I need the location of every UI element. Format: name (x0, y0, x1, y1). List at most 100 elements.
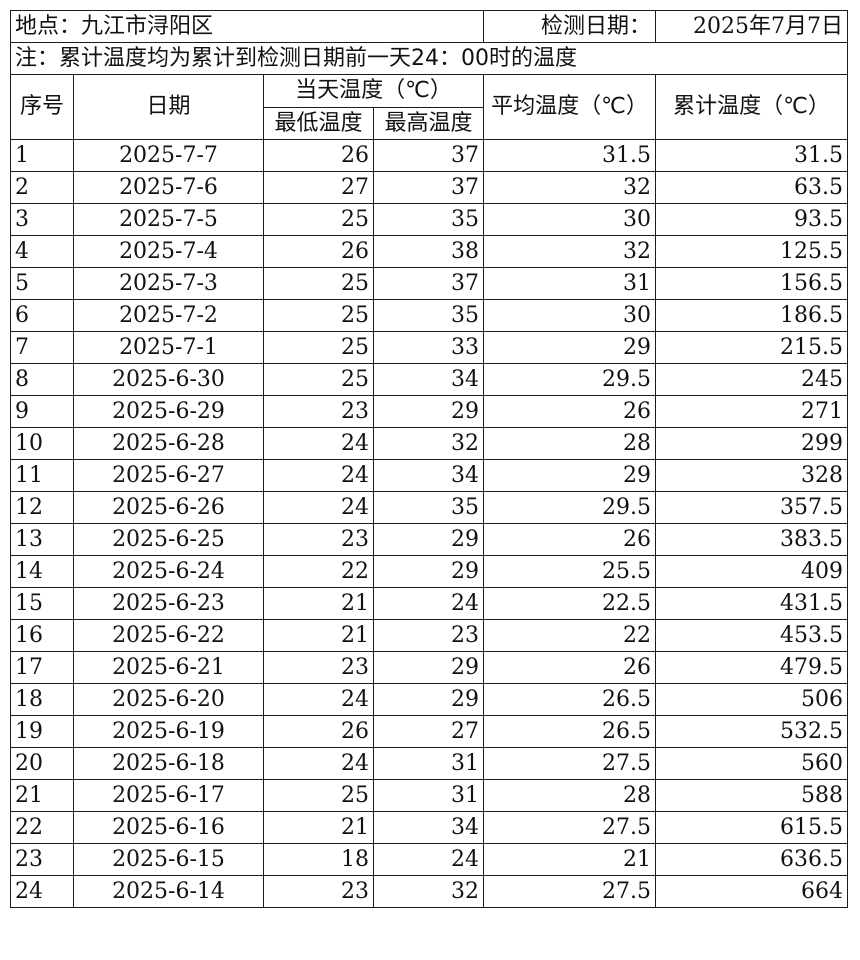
max-temp-cell[interactable]: 32 (373, 875, 484, 908)
cum-temp-cell[interactable]: 125.5 (655, 235, 848, 268)
min-temp-cell[interactable]: 24 (263, 459, 374, 492)
min-temp-cell[interactable]: 23 (263, 651, 374, 684)
avg-temp-cell[interactable]: 32 (483, 171, 656, 204)
min-temp-cell[interactable]: 25 (263, 203, 374, 236)
max-temp-cell[interactable]: 38 (373, 235, 484, 268)
avg-temp-cell[interactable]: 29 (483, 459, 656, 492)
index-cell[interactable]: 22 (10, 811, 74, 844)
avg-temp-cell[interactable]: 22 (483, 619, 656, 652)
min-temp-cell[interactable]: 18 (263, 843, 374, 876)
date-cell[interactable]: 2025-6-21 (73, 651, 264, 684)
avg-temp-cell[interactable]: 31.5 (483, 139, 656, 172)
index-cell[interactable]: 12 (10, 491, 74, 524)
date-cell[interactable]: 2025-6-16 (73, 811, 264, 844)
max-temp-cell[interactable]: 37 (373, 171, 484, 204)
date-label-cell[interactable]: 检测日期： (483, 10, 656, 43)
date-cell[interactable]: 2025-7-5 (73, 203, 264, 236)
index-cell[interactable]: 2 (10, 171, 74, 204)
col-date-header[interactable]: 日期 (73, 74, 264, 140)
avg-temp-cell[interactable]: 28 (483, 427, 656, 460)
note-cell[interactable]: 注：累计温度均为累计到检测日期前一天24：00时的温度 (10, 42, 848, 75)
col-min-header[interactable]: 最低温度 (263, 106, 374, 140)
col-index-header[interactable]: 序号 (10, 74, 74, 140)
index-cell[interactable]: 11 (10, 459, 74, 492)
date-cell[interactable]: 2025-6-15 (73, 843, 264, 876)
min-temp-cell[interactable]: 22 (263, 555, 374, 588)
date-cell[interactable]: 2025-7-1 (73, 331, 264, 364)
index-cell[interactable]: 3 (10, 203, 74, 236)
avg-temp-cell[interactable]: 25.5 (483, 555, 656, 588)
avg-temp-cell[interactable]: 29.5 (483, 363, 656, 396)
max-temp-cell[interactable]: 33 (373, 331, 484, 364)
index-cell[interactable]: 15 (10, 587, 74, 620)
cum-temp-cell[interactable]: 409 (655, 555, 848, 588)
avg-temp-cell[interactable]: 27.5 (483, 811, 656, 844)
index-cell[interactable]: 6 (10, 299, 74, 332)
avg-temp-cell[interactable]: 29.5 (483, 491, 656, 524)
min-temp-cell[interactable]: 23 (263, 523, 374, 556)
date-cell[interactable]: 2025-6-24 (73, 555, 264, 588)
max-temp-cell[interactable]: 35 (373, 203, 484, 236)
max-temp-cell[interactable]: 29 (373, 683, 484, 716)
index-cell[interactable]: 1 (10, 139, 74, 172)
index-cell[interactable]: 14 (10, 555, 74, 588)
cum-temp-cell[interactable]: 93.5 (655, 203, 848, 236)
max-temp-cell[interactable]: 23 (373, 619, 484, 652)
min-temp-cell[interactable]: 25 (263, 779, 374, 812)
max-temp-cell[interactable]: 29 (373, 395, 484, 428)
avg-temp-cell[interactable]: 28 (483, 779, 656, 812)
max-temp-cell[interactable]: 29 (373, 523, 484, 556)
avg-temp-cell[interactable]: 26 (483, 523, 656, 556)
index-cell[interactable]: 21 (10, 779, 74, 812)
col-cum-header[interactable]: 累计温度（℃） (655, 74, 848, 140)
min-temp-cell[interactable]: 24 (263, 427, 374, 460)
cum-temp-cell[interactable]: 63.5 (655, 171, 848, 204)
cum-temp-cell[interactable]: 383.5 (655, 523, 848, 556)
cum-temp-cell[interactable]: 186.5 (655, 299, 848, 332)
avg-temp-cell[interactable]: 26.5 (483, 715, 656, 748)
min-temp-cell[interactable]: 25 (263, 363, 374, 396)
cum-temp-cell[interactable]: 431.5 (655, 587, 848, 620)
max-temp-cell[interactable]: 34 (373, 459, 484, 492)
index-cell[interactable]: 10 (10, 427, 74, 460)
date-cell[interactable]: 2025-6-17 (73, 779, 264, 812)
index-cell[interactable]: 20 (10, 747, 74, 780)
date-cell[interactable]: 2025-6-27 (73, 459, 264, 492)
cum-temp-cell[interactable]: 271 (655, 395, 848, 428)
index-cell[interactable]: 7 (10, 331, 74, 364)
index-cell[interactable]: 9 (10, 395, 74, 428)
avg-temp-cell[interactable]: 21 (483, 843, 656, 876)
cum-temp-cell[interactable]: 664 (655, 875, 848, 908)
cum-temp-cell[interactable]: 215.5 (655, 331, 848, 364)
min-temp-cell[interactable]: 24 (263, 747, 374, 780)
cum-temp-cell[interactable]: 245 (655, 363, 848, 396)
max-temp-cell[interactable]: 31 (373, 747, 484, 780)
avg-temp-cell[interactable]: 26.5 (483, 683, 656, 716)
index-cell[interactable]: 16 (10, 619, 74, 652)
max-temp-cell[interactable]: 27 (373, 715, 484, 748)
date-value-cell[interactable]: 2025年7月7日 (655, 10, 848, 43)
avg-temp-cell[interactable]: 31 (483, 267, 656, 300)
col-avg-header[interactable]: 平均温度（℃） (483, 74, 656, 140)
avg-temp-cell[interactable]: 30 (483, 203, 656, 236)
cum-temp-cell[interactable]: 357.5 (655, 491, 848, 524)
max-temp-cell[interactable]: 35 (373, 491, 484, 524)
min-temp-cell[interactable]: 25 (263, 299, 374, 332)
cum-temp-cell[interactable]: 560 (655, 747, 848, 780)
avg-temp-cell[interactable]: 22.5 (483, 587, 656, 620)
min-temp-cell[interactable]: 21 (263, 811, 374, 844)
min-temp-cell[interactable]: 25 (263, 267, 374, 300)
date-cell[interactable]: 2025-7-2 (73, 299, 264, 332)
max-temp-cell[interactable]: 24 (373, 843, 484, 876)
max-temp-cell[interactable]: 34 (373, 363, 484, 396)
min-temp-cell[interactable]: 25 (263, 331, 374, 364)
index-cell[interactable]: 4 (10, 235, 74, 268)
index-cell[interactable]: 5 (10, 267, 74, 300)
avg-temp-cell[interactable]: 32 (483, 235, 656, 268)
cum-temp-cell[interactable]: 636.5 (655, 843, 848, 876)
index-cell[interactable]: 23 (10, 843, 74, 876)
avg-temp-cell[interactable]: 26 (483, 651, 656, 684)
max-temp-cell[interactable]: 24 (373, 587, 484, 620)
cum-temp-cell[interactable]: 299 (655, 427, 848, 460)
max-temp-cell[interactable]: 34 (373, 811, 484, 844)
